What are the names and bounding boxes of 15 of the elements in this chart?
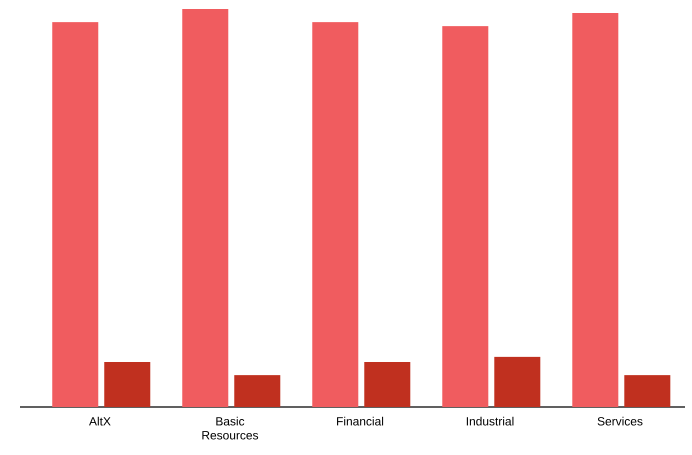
bar [494, 356, 540, 407]
bar [104, 362, 150, 407]
bar [442, 26, 488, 407]
bar [234, 375, 280, 407]
x-tick-label: Basic Resources [202, 416, 258, 440]
x-tick-label: Services [598, 416, 642, 426]
bar [572, 12, 618, 407]
bar [52, 22, 98, 407]
bar [312, 22, 358, 407]
bar [624, 375, 670, 407]
x-tick-label: AltX [89, 416, 111, 426]
bar [182, 8, 228, 407]
bar [364, 362, 410, 407]
x-tick-label: Industrial [466, 416, 514, 426]
x-tick-label: Financial [337, 416, 384, 426]
